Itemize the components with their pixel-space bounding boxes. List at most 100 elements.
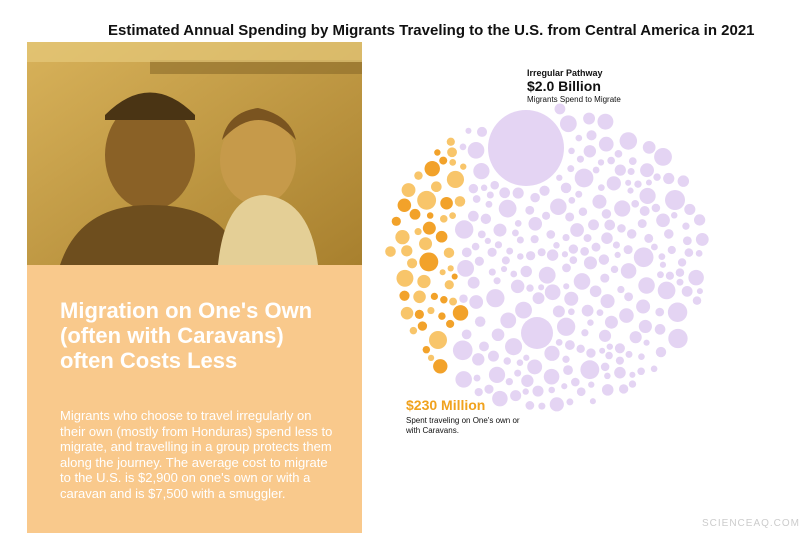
- bubble: [568, 308, 575, 316]
- bubble: [473, 374, 481, 382]
- bubble: [627, 187, 634, 194]
- bubble: [543, 368, 560, 385]
- bubble: [605, 351, 613, 360]
- bubble: [485, 200, 493, 208]
- bubble: [510, 279, 525, 294]
- bubble: [544, 345, 560, 361]
- bubble: [677, 258, 687, 267]
- bubble: [586, 348, 596, 358]
- bubble: [500, 312, 517, 329]
- bubble: [538, 266, 556, 284]
- bubble: [607, 156, 615, 165]
- bubble: [396, 269, 414, 287]
- bubble: [575, 134, 583, 142]
- bubble: [619, 132, 638, 150]
- bubble: [650, 243, 658, 251]
- bubble: [638, 319, 652, 334]
- bubble: [655, 307, 665, 317]
- bubble: [521, 317, 553, 349]
- bubble: [601, 232, 613, 244]
- bubble: [642, 141, 656, 154]
- bubble: [606, 343, 613, 350]
- bubble: [567, 165, 575, 173]
- bubble: [538, 402, 546, 410]
- bubble: [510, 270, 518, 278]
- text-panel: [27, 265, 362, 533]
- bubble: [631, 199, 640, 208]
- bubble: [657, 271, 664, 279]
- bubble: [498, 199, 517, 218]
- bubble: [623, 245, 633, 255]
- bubble: [583, 234, 592, 243]
- bubble: [637, 219, 647, 229]
- bubble: [550, 198, 567, 216]
- bubble: [409, 326, 418, 335]
- bubble: [397, 198, 412, 213]
- bubble: [477, 230, 486, 239]
- bubble: [454, 196, 466, 207]
- bubble: [614, 164, 626, 176]
- bubble: [447, 147, 457, 158]
- bubble: [681, 285, 693, 297]
- bubble: [654, 147, 672, 166]
- bubble: [530, 235, 539, 244]
- bubble: [449, 297, 458, 306]
- bubble: [539, 185, 550, 196]
- bubble: [556, 317, 576, 336]
- bubble: [589, 285, 602, 298]
- bubble: [492, 390, 508, 407]
- bubble: [472, 353, 485, 366]
- own-caption: Spent traveling on One's own or with Car…: [406, 416, 520, 435]
- bubble: [506, 247, 514, 255]
- bubble: [400, 306, 414, 320]
- bubble: [653, 173, 661, 181]
- bubble: [417, 274, 431, 289]
- bubble: [515, 301, 532, 319]
- bubble: [667, 245, 676, 255]
- bubble: [505, 377, 513, 386]
- bubble: [413, 290, 426, 304]
- bubble: [511, 229, 519, 237]
- bubble: [580, 247, 589, 256]
- bubble: [644, 233, 654, 243]
- bubble: [480, 213, 492, 225]
- bubble: [528, 217, 543, 231]
- bubble: [554, 103, 566, 115]
- bubble: [395, 230, 410, 245]
- bubble: [559, 115, 577, 133]
- bubble: [573, 273, 591, 290]
- bubble: [516, 359, 524, 366]
- bubble: [581, 304, 594, 317]
- bubble: [615, 356, 624, 365]
- bubble: [675, 268, 685, 277]
- bubble: [553, 242, 560, 249]
- bubble: [452, 305, 469, 321]
- bubble: [490, 180, 500, 190]
- bubble: [566, 398, 574, 406]
- bubble: [695, 233, 709, 246]
- bubble: [443, 247, 455, 258]
- bubble: [422, 221, 436, 235]
- bubble: [461, 329, 472, 340]
- bubble: [586, 130, 597, 141]
- bubble: [474, 387, 483, 397]
- bubble: [474, 316, 486, 327]
- bubble: [614, 343, 625, 354]
- bubble: [614, 251, 621, 258]
- bubble: [645, 179, 652, 186]
- bubble: [639, 206, 650, 216]
- bubble: [592, 166, 600, 174]
- bubble: [576, 155, 584, 163]
- bubble: [619, 308, 634, 323]
- bubble: [542, 211, 551, 220]
- bubble: [414, 228, 422, 236]
- bubble: [575, 190, 583, 198]
- bubble: [459, 143, 467, 151]
- bubble: [643, 339, 650, 346]
- bubble: [668, 328, 688, 349]
- watermark: SCIENCEAQ.COM: [702, 518, 800, 529]
- bubble: [517, 253, 524, 260]
- bubble: [597, 159, 605, 166]
- bubble: [479, 341, 489, 352]
- bubble: [580, 360, 600, 380]
